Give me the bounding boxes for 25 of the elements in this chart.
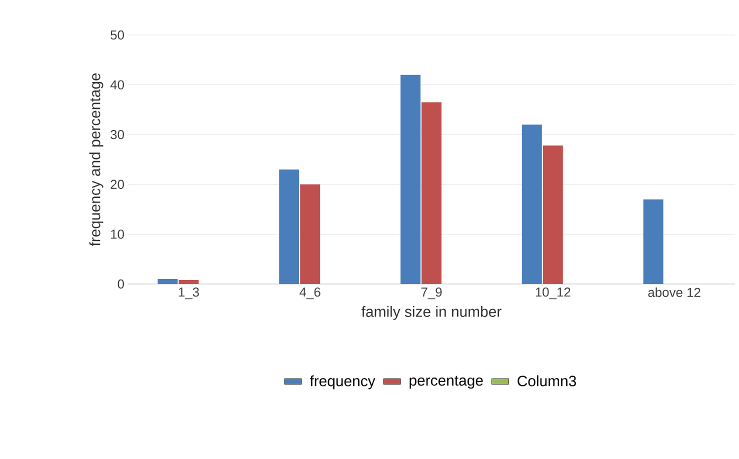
y-tick-label: 50 xyxy=(110,30,124,40)
y-tick-label: 10 xyxy=(111,230,124,239)
bar xyxy=(300,184,320,284)
y-tick-label: 20 xyxy=(110,180,124,189)
y-tick-label: 40 xyxy=(110,80,124,90)
bar xyxy=(178,280,199,284)
y-tick-label: 30 xyxy=(110,130,124,140)
bar xyxy=(158,279,178,284)
x-tick-label: 1_3 xyxy=(178,288,199,300)
bar xyxy=(522,124,542,284)
bar xyxy=(279,169,300,284)
bar xyxy=(400,74,421,284)
x-axis-title: family size in number xyxy=(362,306,502,320)
y-axis-title: frequency and percentage xyxy=(89,73,104,246)
legend-label: percentage xyxy=(410,376,483,389)
legend-label: frequency xyxy=(310,375,376,390)
x-tick-label: 4_6 xyxy=(300,288,320,300)
x-tick-label: above 12 xyxy=(648,288,700,298)
bar xyxy=(542,146,563,284)
bar xyxy=(422,102,442,284)
x-tick-label: 10_12 xyxy=(536,288,570,300)
legend-label: Column3 xyxy=(518,375,576,386)
bar xyxy=(643,199,664,284)
y-tick-label: 0 xyxy=(118,279,124,289)
x-tick-label: 7_9 xyxy=(421,288,442,300)
